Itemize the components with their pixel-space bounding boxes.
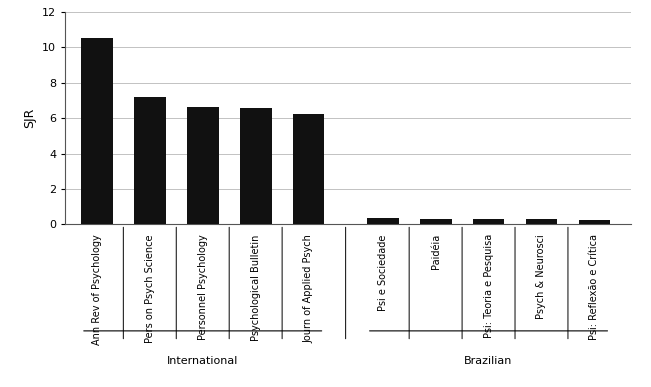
Bar (420, 219, 452, 224)
Bar (473, 219, 505, 224)
Bar (293, 115, 324, 224)
Bar (81, 38, 113, 224)
Bar (187, 106, 219, 224)
Bar (240, 108, 271, 224)
Bar (367, 218, 398, 224)
Text: Brazilian: Brazilian (464, 356, 513, 366)
Bar (525, 219, 557, 224)
Bar (579, 220, 610, 224)
Bar (134, 97, 165, 224)
Text: International: International (167, 356, 238, 366)
Y-axis label: SJR: SJR (23, 108, 36, 128)
